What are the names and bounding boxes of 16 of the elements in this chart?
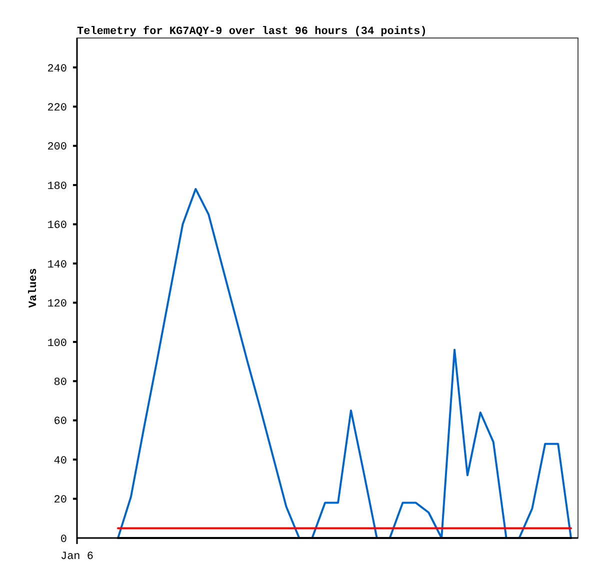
text: Jan 6 — [60, 551, 94, 563]
y-tick-label: 100 — [47, 338, 67, 350]
y-tick-label: 240 — [47, 63, 67, 76]
y-tick-label: 0 — [60, 534, 67, 546]
y-tick-label: 160 — [47, 220, 67, 232]
y-tick-label: 40 — [54, 455, 67, 468]
y-tick-label: 20 — [54, 494, 67, 507]
y-tick-label: 140 — [47, 259, 67, 272]
y-tick-label: 60 — [54, 416, 67, 428]
chart-title: Telemetry for KG7AQY-9 over last 96 hours (34 points) — [77, 25, 427, 38]
y-tick-label: 120 — [47, 298, 67, 311]
y-axis-title: Values — [28, 268, 40, 308]
y-tick-label: 80 — [54, 376, 67, 389]
y-tick-label: 200 — [47, 142, 67, 154]
y-tick-label: 180 — [47, 180, 67, 193]
y-tick-label: 220 — [47, 102, 67, 114]
